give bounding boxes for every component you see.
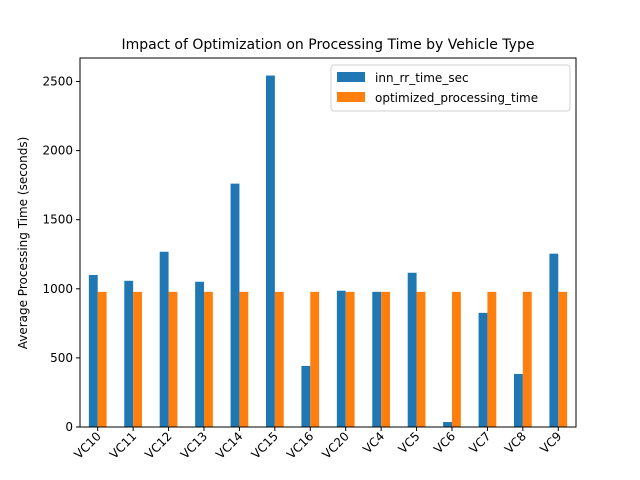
bar	[558, 291, 568, 427]
legend-swatch	[337, 92, 365, 102]
x-tick-label: VC15	[249, 429, 281, 461]
bar	[381, 291, 390, 427]
bar	[266, 75, 275, 427]
x-tick-label: VC4	[360, 429, 387, 456]
x-tick-label: VC14	[213, 429, 245, 461]
bar	[239, 291, 249, 427]
bar	[522, 291, 532, 427]
legend-label: inn_rr_time_sec	[375, 71, 469, 85]
plot-frame	[79, 57, 577, 428]
bar	[549, 253, 559, 427]
legend-swatch	[337, 72, 365, 82]
x-tick-label: VC16	[284, 429, 316, 461]
bar	[195, 281, 204, 427]
chart-title: Impact of Optimization on Processing Tim…	[122, 37, 535, 53]
y-tick-label: 2500	[42, 74, 73, 88]
bar	[97, 291, 107, 427]
bar	[301, 365, 311, 427]
legend-box	[330, 64, 571, 112]
bar	[407, 272, 417, 427]
bar	[372, 291, 382, 427]
x-tick-label: VC7	[467, 429, 494, 456]
x-tick-label: VC6	[431, 429, 458, 456]
y-tick-label: 0	[65, 420, 73, 434]
bar	[336, 290, 346, 427]
bar	[345, 291, 355, 427]
bar	[478, 312, 488, 427]
legend-label: optimized_processing_time	[375, 91, 538, 105]
x-tick-label: VC12	[142, 429, 174, 461]
x-tick-label: VC13	[178, 429, 210, 461]
bar	[514, 373, 523, 427]
bar	[159, 251, 169, 427]
bar	[274, 291, 284, 427]
x-tick-label: VC10	[71, 429, 103, 461]
bar	[204, 291, 213, 427]
bar	[310, 291, 320, 427]
y-tick-label: 1000	[42, 282, 73, 296]
bar	[230, 183, 240, 427]
bar	[124, 280, 134, 427]
y-tick-label: 1500	[42, 213, 73, 227]
bar	[443, 422, 452, 427]
x-tick-label: VC8	[502, 429, 529, 456]
bar	[416, 291, 426, 427]
x-tick-label: VC5	[396, 429, 423, 456]
bar	[88, 274, 98, 427]
x-tick-label: VC9	[537, 429, 564, 456]
x-tick-label: VC11	[107, 429, 139, 461]
bar	[487, 291, 497, 427]
y-tick-label: 500	[50, 351, 73, 365]
y-axis-label: Average Processing Time (seconds)	[16, 137, 30, 350]
x-tick-label: VC20	[319, 429, 351, 461]
bar	[133, 291, 142, 427]
y-tick-label: 2000	[42, 144, 73, 158]
bar	[452, 291, 461, 427]
bar	[168, 291, 178, 427]
